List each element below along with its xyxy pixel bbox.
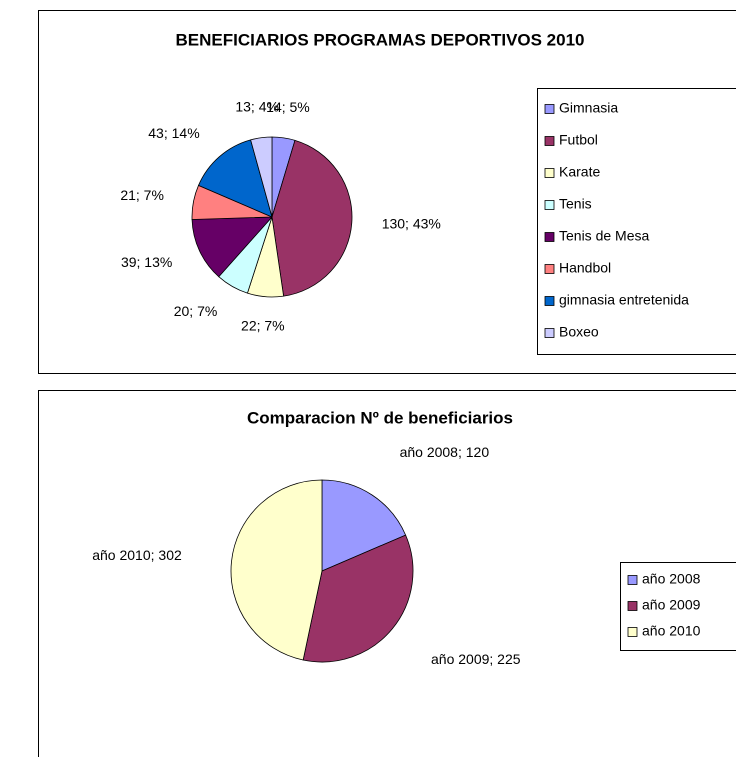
- pie-slice: [197, 139, 273, 218]
- pie-slice: [321, 479, 407, 572]
- chart-title: Comparacion Nº de beneficiarios: [247, 408, 513, 427]
- data-label: 130; 43%: [382, 216, 441, 232]
- legend-label: año 2009: [642, 597, 701, 613]
- legend-box: [620, 562, 736, 651]
- legend-swatch: [544, 136, 555, 146]
- legend-label: año 2008: [642, 571, 701, 587]
- data-label: 13; 4%: [235, 99, 279, 115]
- pie-slice: [302, 534, 414, 663]
- legend-swatch: [627, 627, 638, 637]
- data-label: año 2010; 302: [92, 547, 182, 563]
- legend-label: Futbol: [559, 132, 598, 148]
- data-label: año 2009; 225: [431, 651, 521, 667]
- legend-label: Handbol: [559, 260, 611, 276]
- legend-label: gimnasia entretenida: [559, 292, 689, 308]
- legend-label: Gimnasia: [559, 100, 618, 116]
- legend-box: [537, 88, 736, 355]
- legend-label: Tenis: [559, 196, 592, 212]
- data-label: 21; 7%: [120, 187, 164, 203]
- legend-swatch: [544, 200, 555, 210]
- legend-swatch: [544, 264, 555, 274]
- pie-slice: [271, 139, 353, 297]
- data-label: 14; 5%: [266, 99, 310, 115]
- legend-swatch: [627, 575, 638, 585]
- legend-swatch: [544, 232, 555, 242]
- legend-swatch: [544, 168, 555, 178]
- data-label: año 2008; 120: [400, 444, 490, 460]
- legend-swatch: [627, 601, 638, 611]
- legend-label: año 2010: [642, 623, 701, 639]
- legend-swatch: [544, 328, 555, 338]
- pie-slice: [230, 479, 323, 661]
- data-label: 39; 13%: [121, 254, 172, 270]
- pie-slice: [250, 136, 273, 218]
- legend-label: Tenis de Mesa: [559, 228, 649, 244]
- data-label: 22; 7%: [241, 317, 285, 333]
- data-label: 20; 7%: [174, 303, 218, 319]
- legend-swatch: [544, 104, 555, 114]
- legend-label: Boxeo: [559, 324, 599, 340]
- data-label: 43; 14%: [148, 125, 199, 141]
- legend-label: Karate: [559, 164, 600, 180]
- legend-swatch: [544, 296, 555, 306]
- pie-slice: [191, 216, 273, 278]
- chart-title: BENEFICIARIOS PROGRAMAS DEPORTIVOS 2010: [175, 30, 584, 49]
